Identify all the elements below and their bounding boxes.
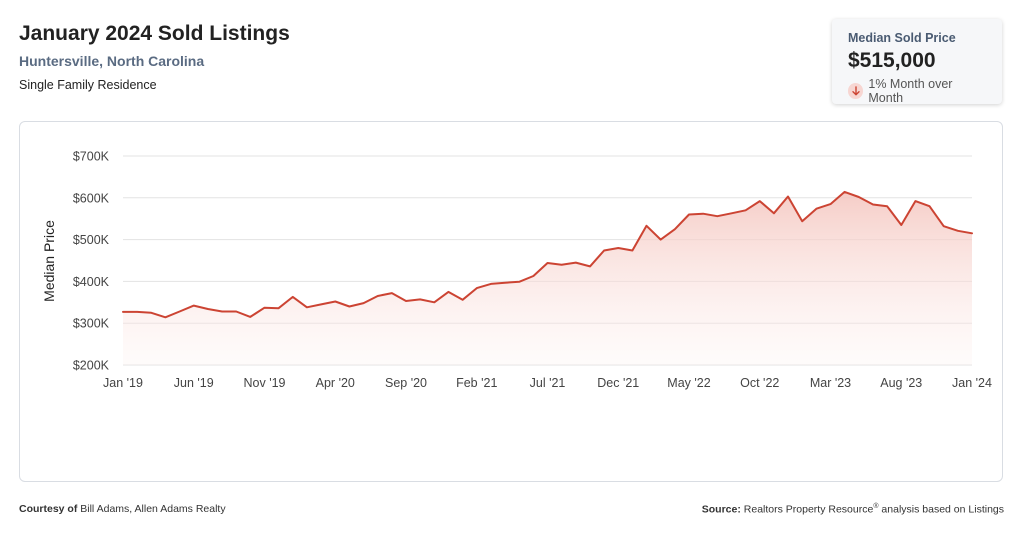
chart-frame: $200K $300K $400K $500K $600K $700K Jan '19 Ju… [19, 121, 1003, 482]
y-tick-label: $700K [73, 150, 110, 164]
x-tick-label: Jun '19 [174, 376, 214, 390]
source-prefix: Source: [701, 503, 741, 516]
registered-mark: ® [873, 503, 879, 510]
x-tick-label: Nov '19 [244, 376, 286, 390]
x-tick-label: May '22 [667, 376, 710, 390]
y-tick-label: $500K [73, 233, 110, 247]
stat-label: Median Sold Price [848, 31, 956, 45]
price-area-fill [123, 191, 972, 365]
stat-change-text: 1% Month over Month [868, 77, 953, 105]
courtesy-text: Courtesy of Bill Adams, Allen Adams Real… [19, 503, 226, 515]
x-tick-label: Sep '20 [385, 376, 427, 390]
location-subtitle: Huntersville, North Carolina [19, 53, 205, 69]
source-name: Realtors Property Resource [743, 503, 874, 516]
y-tick-label: $300K [73, 317, 110, 331]
median-price-card: Median Sold Price $515,000 1% Month over… [832, 19, 1002, 105]
x-tick-label: Apr '20 [316, 376, 355, 390]
y-tick-label: $400K [73, 275, 110, 289]
stat-change: 1% Month over Month [848, 77, 986, 105]
x-tick-label: Dec '21 [597, 376, 639, 390]
x-tick-label: Feb '21 [456, 376, 497, 390]
courtesy-prefix: Courtesy of [19, 503, 78, 515]
x-tick-label: Mar '23 [810, 376, 851, 390]
y-tick-label: $200K [73, 359, 110, 373]
arrow-down-icon [848, 83, 864, 99]
y-tick-label: $600K [73, 191, 110, 205]
property-type-label: Single Family Residence [19, 78, 157, 92]
stat-value: $515,000 [848, 49, 936, 72]
source-suffix: analysis based on Listings [881, 503, 1004, 516]
price-chart: $200K $300K $400K $500K $600K $700K Jan '19 Ju… [41, 150, 992, 391]
courtesy-name: Bill Adams, Allen Adams Realty [80, 503, 226, 515]
x-tick-label: Jan '24 [952, 376, 992, 390]
source-text: Source: Realtors Property Resource® anal… [702, 503, 1004, 516]
x-tick-label: Aug '23 [880, 376, 922, 390]
page-title: January 2024 Sold Listings [19, 22, 290, 45]
x-tick-label: Jan '19 [103, 376, 143, 390]
x-tick-label: Oct '22 [740, 376, 779, 390]
x-tick-label: Jul '21 [530, 376, 566, 390]
price-series-line [122, 190, 973, 319]
y-axis-label: Median Price [41, 220, 57, 302]
